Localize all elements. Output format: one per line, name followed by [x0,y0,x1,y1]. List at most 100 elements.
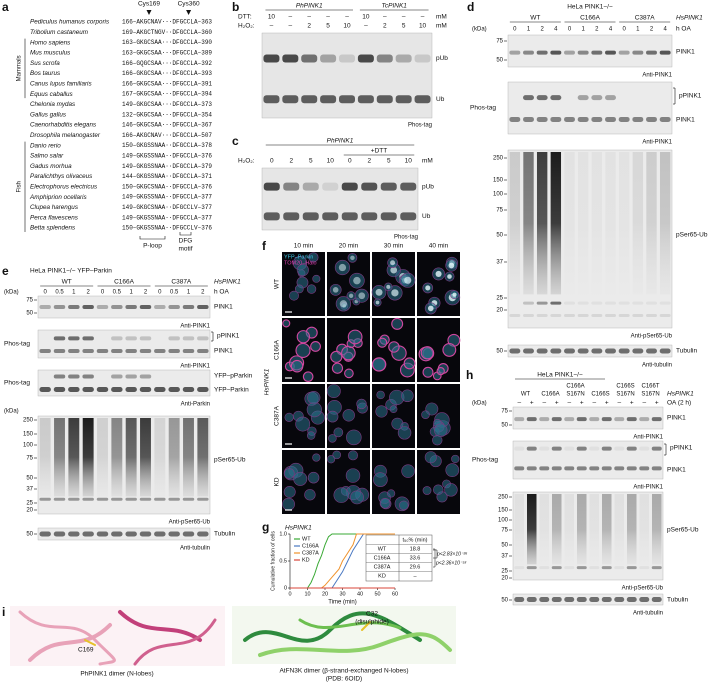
band [111,374,123,379]
lane-label: – [345,14,349,21]
lane-label: – [617,400,621,407]
marker-label: 25 [501,569,508,575]
kda-label: (kDa) [472,401,487,407]
gel [261,167,419,231]
band-label: Tubulin [667,597,688,604]
cell [398,500,409,511]
cell [306,431,316,440]
sequence: 149–GKGSSNAA··DFGCCLA–376 [122,152,212,159]
column-label: C166S [616,384,634,390]
channel-label: TOM20–Halo [284,260,317,266]
x-tick-label: 0 [288,591,291,597]
cell [347,329,363,345]
marker-label: 50 [26,311,33,317]
band [523,301,534,305]
band [605,301,616,305]
band [564,301,575,305]
blot [512,593,664,606]
x-tick-label: 30 [339,591,345,597]
cell [294,284,304,294]
cell [295,342,311,359]
smear [197,418,209,497]
lane-label: + [605,400,609,407]
species: Gallus gallus [30,111,67,118]
band [320,95,337,104]
band [564,597,575,602]
band-label: pSer65-Ub [676,232,708,239]
x-tick-label: 10 [304,591,310,597]
panel-label: i [2,605,5,619]
band [357,95,374,104]
cell [433,423,448,437]
marker-label: 20 [496,308,503,314]
lane-label: + [630,400,634,407]
band [626,417,637,422]
band [646,116,657,122]
smear [646,152,657,295]
lane-label: 0 [348,158,352,165]
construct: HsPINK1 [214,279,241,286]
smear [577,152,589,295]
lane-label: 4 [663,27,667,33]
band [111,497,123,501]
table-cell: 29.6 [410,564,421,570]
marker-label: 100 [493,192,504,198]
lane-label: 1 [187,290,191,296]
band [564,466,575,471]
band [577,301,589,305]
band [591,50,603,55]
band [614,597,625,602]
smear [602,494,612,565]
blot [507,344,673,358]
band-label: PINK1 [214,348,233,355]
band [341,182,358,191]
smear [111,418,123,497]
time-label: 20 min [339,243,359,250]
smear [550,152,562,295]
species: Perca flavescens [30,214,79,221]
band-label: Ub [436,96,445,103]
sequence: 166–AKGCNAV···DFGCCLA–507 [122,132,212,139]
band [361,212,378,221]
smear [82,418,94,497]
lane-label: 0.5 [55,290,64,296]
cell [424,451,437,464]
smear [527,494,537,565]
band [576,566,587,570]
band [182,305,195,309]
gel [261,32,433,119]
cell [341,345,356,361]
band [589,466,600,471]
cell [293,471,308,486]
antibody-label: Anti-PINK1 [633,435,663,441]
band [626,566,637,570]
band [168,305,180,309]
smear [605,152,616,295]
cell [290,359,304,373]
lane-label: – [402,14,406,21]
species: Equus caballus [30,91,74,98]
band [550,116,562,122]
kda-label: (kDa) [4,409,19,415]
cell [376,390,385,400]
cell [282,319,291,328]
unit: h OA [676,26,691,33]
antibody-label: Anti-pSer65-Ub [631,334,673,340]
construct: PhPINK1 [296,3,323,10]
cell [333,427,344,438]
cell [282,497,295,511]
band [39,387,51,392]
band [197,531,209,537]
marker-label: 75 [496,208,503,214]
species: Sus scrofa [30,60,60,67]
caption: PhPINK1 dimer (N-lobes) [80,671,153,678]
bracket [179,232,192,236]
blot [37,415,211,515]
lane-label: 1 [129,290,133,296]
marker-label: 250 [498,495,509,501]
band [68,387,80,392]
lane-label: – [567,400,571,407]
column-label: S167N [566,392,584,398]
band [509,116,521,122]
panel-label: a [2,0,9,14]
